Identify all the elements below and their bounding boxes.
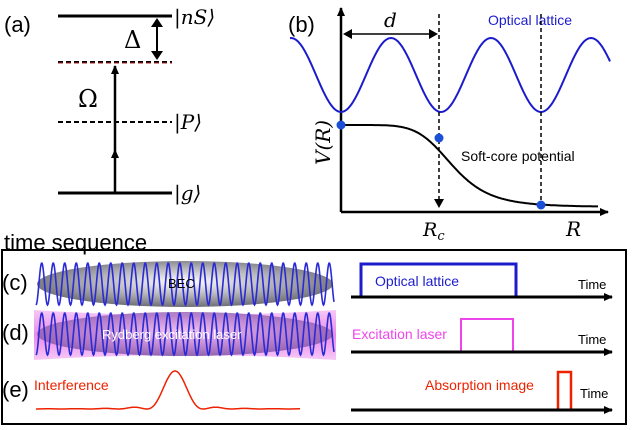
state-g-label: |g⟩ <box>174 181 201 206</box>
row-d: Rydberg excitation laser (d) Excitation … <box>2 310 613 360</box>
bec-label: BEC <box>168 276 195 291</box>
rc-label-main: R <box>422 219 437 241</box>
potential-dot-origin <box>336 120 346 130</box>
x-axis-label: R <box>565 217 581 241</box>
row-e: Interference (e) Absorption image Time <box>2 370 613 414</box>
interference-label: Interference <box>34 377 109 393</box>
detuning-arrowhead-bottom <box>151 51 163 60</box>
excitation-pulse-label: Excitation laser <box>352 326 447 342</box>
time-label-d: Time <box>578 332 606 347</box>
panel-b-label: (b) <box>288 12 315 37</box>
optical-lattice-label: Optical lattice <box>488 12 572 28</box>
row-c: BEC (c) Optical lattice Time <box>2 261 613 307</box>
lattice-pulse-label: Optical lattice <box>375 273 459 289</box>
lattice-wave-d <box>35 312 335 357</box>
excitation-pulse <box>460 318 514 352</box>
distance-label: d <box>384 8 397 32</box>
detuning-arrowhead-top <box>151 18 163 27</box>
optical-lattice-wave <box>289 36 611 114</box>
time-sequence-frame <box>1 249 627 425</box>
lattice-wave-c <box>35 262 335 307</box>
state-ns-label: |nS⟩ <box>174 5 215 30</box>
interference-curve <box>36 370 300 410</box>
state-p-label: |P⟩ <box>174 110 202 135</box>
potential-dot-rc <box>434 133 444 143</box>
panel-a: (a) Δ Ω |nS⟩ |P⟩ |g⟩ <box>4 5 215 206</box>
rc-dashed-arrowhead <box>434 199 444 208</box>
row-d-label: (d) <box>2 320 29 345</box>
rc-label: Rc <box>422 219 445 244</box>
row-e-label: (e) <box>2 377 29 402</box>
time-label-e: Time <box>580 386 608 401</box>
time-sequence-title: time sequence <box>4 230 147 255</box>
soft-core-label: Soft-core potential <box>461 148 575 164</box>
potential-dot-second <box>536 200 546 210</box>
rydberg-label: Rydberg excitation laser <box>102 327 242 342</box>
distance-arrowhead-right <box>429 29 438 39</box>
row-c-label: (c) <box>2 270 28 295</box>
absorption-pulse <box>556 370 573 410</box>
detuning-symbol: Δ <box>124 26 141 54</box>
rc-label-sub: c <box>437 229 445 244</box>
panel-b: (b) V(R) R Optical lattice d Soft-core p… <box>288 7 611 244</box>
y-axis-label: V(R) <box>311 120 335 165</box>
soft-core-potential-curve <box>341 124 598 208</box>
rabi-symbol: Ω <box>78 85 98 113</box>
time-label-c: Time <box>578 277 606 292</box>
absorption-pulse-label: Absorption image <box>425 377 534 393</box>
panel-a-label: (a) <box>4 12 31 37</box>
distance-arrowhead-left <box>343 29 352 39</box>
